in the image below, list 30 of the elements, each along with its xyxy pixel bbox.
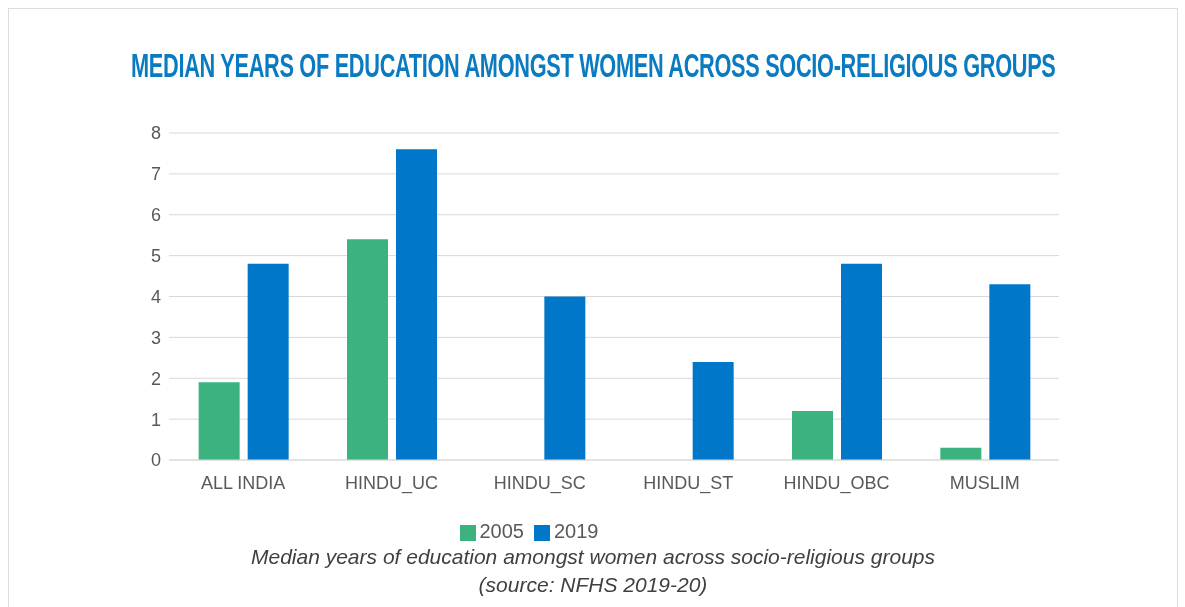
bar	[841, 263, 882, 460]
y-tick-label: 2	[150, 368, 161, 389]
text: Median years of education amongst women across socio-religious groups	[250, 544, 936, 570]
bar	[692, 361, 734, 460]
x-tick-label: HINDU_OBC	[783, 472, 890, 494]
bar	[247, 263, 289, 460]
x-tick-label: HINDU_UC	[344, 472, 439, 494]
y-tick-label: 6	[150, 205, 161, 226]
y-tick-label: 7	[150, 164, 161, 185]
x-tick-label: HINDU_ST	[643, 472, 734, 494]
y-tick-label: 0	[150, 450, 161, 471]
legend-label: 2019	[554, 520, 599, 542]
bar	[792, 410, 833, 460]
y-tick-label: 3	[150, 327, 161, 348]
y-tick-label: 4	[150, 286, 161, 307]
x-tick-label: MUSLIM	[949, 472, 1020, 493]
bar	[396, 149, 437, 460]
text: (source: NFHS 2019-20)	[477, 572, 709, 598]
y-tick-label: 8	[150, 123, 161, 144]
y-tick-label: 5	[150, 246, 161, 267]
legend-label: 2005	[479, 520, 524, 542]
bar	[989, 284, 1031, 460]
x-tick-label: HINDU_SC	[493, 472, 586, 494]
x-tick-label: ALL INDIA	[200, 472, 286, 493]
bar	[198, 382, 240, 460]
chart-title: MEDIAN YEARS OF EDUCATION AMONGST WOMEN ACROSS SOCIO-RELIGIOUS GROUPS	[130, 45, 1056, 85]
bar	[940, 447, 982, 460]
bar	[347, 239, 388, 460]
bar	[544, 296, 586, 460]
y-tick-label: 1	[150, 409, 161, 430]
